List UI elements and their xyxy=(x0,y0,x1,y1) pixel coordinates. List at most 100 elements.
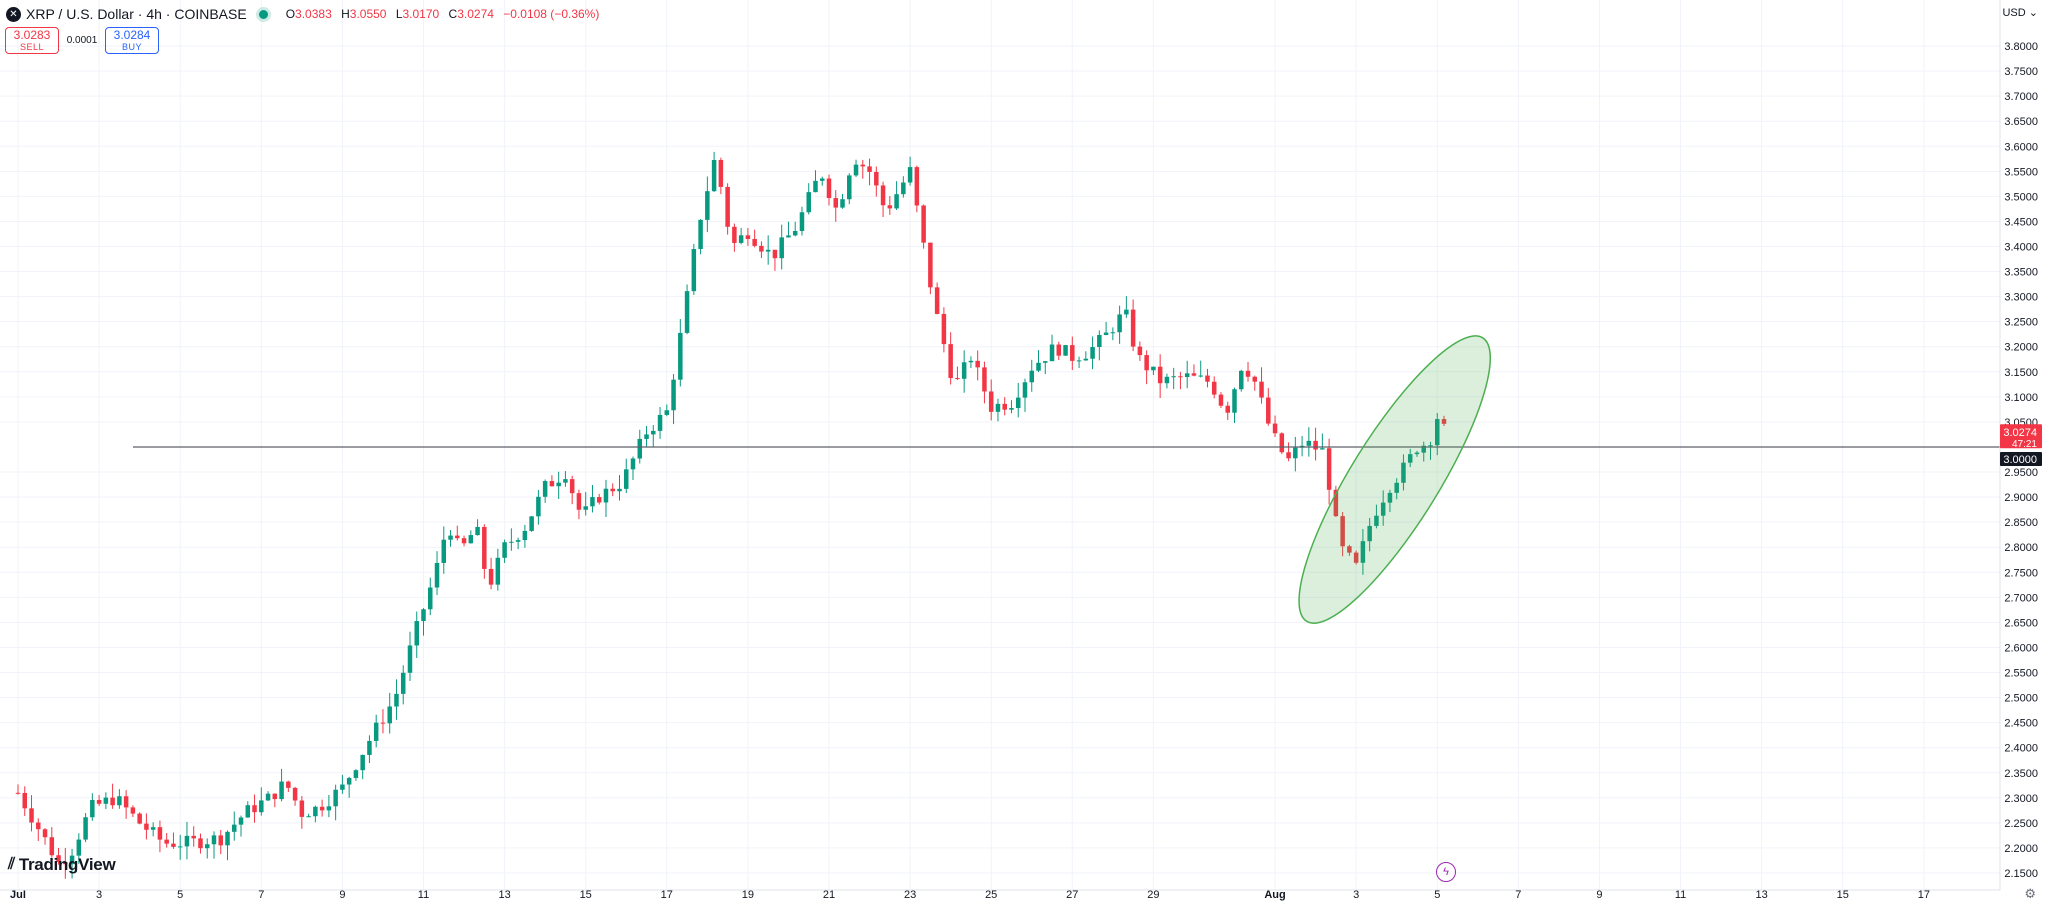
date-tick-label: 9 xyxy=(339,889,345,901)
price-tick-label: 3.4000 xyxy=(2004,242,2038,254)
low-value: 3.0170 xyxy=(402,7,440,21)
candle-body xyxy=(157,827,163,840)
candle-body xyxy=(630,458,636,470)
sell-button[interactable]: 3.0283 SELL xyxy=(5,27,59,54)
lightning-icon[interactable]: ϟ xyxy=(1436,862,1456,882)
date-tick-label: 23 xyxy=(904,889,916,901)
candle-body xyxy=(1063,345,1068,356)
candle-body xyxy=(982,367,987,392)
candle-body xyxy=(299,800,305,817)
candle-body xyxy=(455,535,460,539)
candle-body xyxy=(1124,309,1129,315)
date-tick-label: 21 xyxy=(823,889,835,901)
price-tick-label: 2.6500 xyxy=(2004,617,2038,629)
date-tick-label: 17 xyxy=(661,889,673,901)
candle-body xyxy=(103,797,109,804)
candle-body xyxy=(759,245,764,252)
buy-button[interactable]: 3.0284 BUY xyxy=(105,27,159,54)
candle-body xyxy=(988,391,994,412)
candle-body xyxy=(117,796,122,806)
candle-body xyxy=(353,770,359,778)
candle-body xyxy=(1117,314,1122,333)
symbol-legend: ✕ XRP / U.S. Dollar · 4h · COINBASE O3.0… xyxy=(6,5,599,23)
tradingview-logo[interactable]: ⫽ TradingView xyxy=(8,855,116,875)
candle-body xyxy=(1130,309,1136,347)
candle-body xyxy=(941,313,947,345)
candle-body xyxy=(1394,482,1399,493)
candle-body xyxy=(482,526,487,569)
candle-body xyxy=(522,530,528,541)
candle-body xyxy=(711,159,717,192)
date-tick-label: Jul xyxy=(10,889,26,901)
candle-body xyxy=(441,539,447,563)
candle-body xyxy=(563,479,568,483)
candle-body xyxy=(576,493,582,510)
candle-body xyxy=(461,538,467,544)
candle-body xyxy=(1144,355,1149,371)
candle-body xyxy=(36,822,41,830)
price-tick-label: 2.5500 xyxy=(2004,668,2038,680)
candle-body xyxy=(1286,452,1291,459)
candle-body xyxy=(1414,452,1420,455)
candle-body xyxy=(1239,370,1244,390)
candle-body xyxy=(1367,525,1372,542)
gear-icon[interactable]: ⚙ xyxy=(2024,886,2036,901)
candle-body xyxy=(387,706,392,724)
price-tick-label: 2.5000 xyxy=(2004,693,2038,705)
grid-lines xyxy=(0,0,2000,890)
high-label: H xyxy=(341,7,350,21)
price-tick-label: 2.9500 xyxy=(2004,467,2038,479)
candle-body xyxy=(617,488,622,492)
candle-body xyxy=(786,235,791,238)
candle-body xyxy=(765,249,771,252)
candle-body xyxy=(819,178,825,181)
candle-body xyxy=(96,799,102,804)
candle-body xyxy=(1428,445,1433,447)
candle-body xyxy=(434,562,440,588)
candle-body xyxy=(874,171,879,186)
candle-body xyxy=(211,835,217,845)
candle-body xyxy=(1259,381,1264,398)
candle-body xyxy=(975,360,980,368)
currency-selector[interactable]: USD ⌄ xyxy=(2002,6,2038,19)
candle-body xyxy=(1252,376,1258,382)
price-tick-label: 2.2500 xyxy=(2004,818,2038,830)
date-tick-label: 7 xyxy=(258,889,264,901)
candle-body xyxy=(880,185,886,206)
candle-body xyxy=(123,796,129,808)
candle-body xyxy=(1218,394,1224,406)
change-value: −0.0108 (−0.36%) xyxy=(503,7,600,21)
candle-body xyxy=(1313,440,1318,450)
currency-label: USD xyxy=(2002,7,2026,19)
candle-body xyxy=(955,378,960,380)
candle-body xyxy=(204,844,210,849)
price-tick-label: 3.2500 xyxy=(2004,317,2038,329)
candle-body xyxy=(961,362,967,379)
candle-body xyxy=(340,784,345,790)
candle-body xyxy=(272,793,278,800)
candle-body xyxy=(509,541,514,543)
candle-body xyxy=(1407,454,1413,463)
candle-body xyxy=(292,787,298,801)
candle-body xyxy=(1245,370,1251,377)
candle-body xyxy=(468,535,474,544)
candle-body xyxy=(448,535,453,540)
price-tick-label: 3.3500 xyxy=(2004,267,2038,279)
date-tick-label: 9 xyxy=(1596,889,1602,901)
candlestick-series xyxy=(15,151,1447,879)
candle-body xyxy=(738,235,744,243)
symbol-title[interactable]: XRP / U.S. Dollar · 4h · COINBASE xyxy=(26,6,247,22)
candle-body xyxy=(238,817,244,825)
candle-body xyxy=(22,792,28,809)
candle-body xyxy=(1326,448,1332,490)
candle-body xyxy=(644,434,649,439)
candle-body xyxy=(1333,489,1339,517)
candle-body xyxy=(529,516,534,531)
candle-body xyxy=(265,793,271,801)
candle-body xyxy=(475,526,480,536)
candle-body xyxy=(130,807,136,814)
highlight-ellipse[interactable] xyxy=(1269,315,1520,645)
candle-body xyxy=(177,846,183,848)
candle-body xyxy=(603,488,609,503)
